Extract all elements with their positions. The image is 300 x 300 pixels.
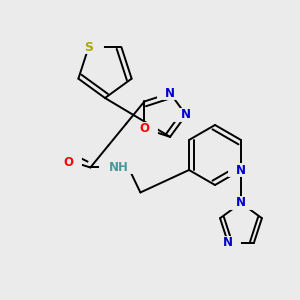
Text: N: N xyxy=(236,164,246,176)
Text: O: O xyxy=(63,156,74,169)
Text: N: N xyxy=(165,87,175,100)
Text: O: O xyxy=(140,122,149,135)
Text: N: N xyxy=(223,236,233,249)
Text: NH: NH xyxy=(109,161,128,174)
Text: S: S xyxy=(84,41,93,54)
Text: N: N xyxy=(181,109,191,122)
Text: N: N xyxy=(236,196,246,209)
